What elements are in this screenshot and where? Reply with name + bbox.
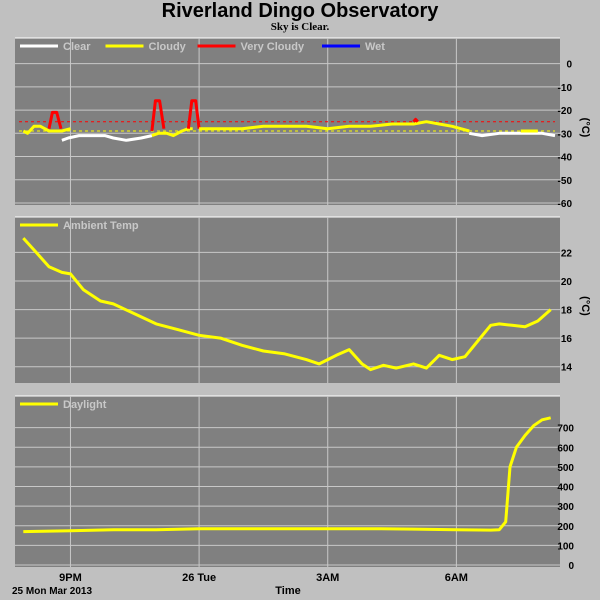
y-tick-label: 700 xyxy=(557,424,574,435)
x-axis-label: Time xyxy=(275,585,300,597)
y-tick-label: -30 xyxy=(558,129,573,140)
y-tick-label: 400 xyxy=(557,483,574,494)
series-line xyxy=(150,99,166,132)
y-tick-label: 18 xyxy=(561,306,573,317)
series-line xyxy=(23,416,552,534)
y-tick-label: -50 xyxy=(558,176,573,187)
y-tick-label: 500 xyxy=(557,463,574,474)
legend-label: Clear xyxy=(63,41,91,53)
y-tick-label: -40 xyxy=(558,153,573,164)
sky-status: Sky is Clear. xyxy=(270,21,330,33)
y-tick-label: 600 xyxy=(557,443,574,454)
y-tick-label: 0 xyxy=(566,60,572,71)
y-tick-label: 300 xyxy=(557,502,574,513)
series-line xyxy=(47,110,63,130)
y-tick-label: 14 xyxy=(561,363,573,374)
y-tick-label: 200 xyxy=(557,522,574,533)
series-line xyxy=(186,99,201,129)
y-tick-label: -20 xyxy=(558,106,573,117)
legend-label: Cloudy xyxy=(149,41,187,53)
y-tick-label: 100 xyxy=(557,541,574,552)
legend-label: Wet xyxy=(365,41,385,53)
y-tick-label: 0 xyxy=(568,561,574,572)
y-tick-label: 22 xyxy=(561,248,573,259)
y-axis-label: (°C) xyxy=(579,118,591,138)
x-tick-label: 3AM xyxy=(316,572,339,584)
series-line xyxy=(61,134,153,142)
x-tick-label: 6AM xyxy=(445,572,468,584)
y-axis-label: (°C) xyxy=(579,296,591,316)
legend-label: Daylight xyxy=(63,399,107,411)
legend-label: Ambient Temp xyxy=(63,220,139,232)
y-tick-label: -10 xyxy=(558,83,573,94)
chart-panel-daylight: 700 600 500 400 300 200 100 0 Daylight xyxy=(15,395,574,572)
x-tick-label: 9PM xyxy=(59,572,82,584)
chart-panel-ambient: 22 20 18 16 14 (°C) Ambient Temp xyxy=(15,216,591,383)
series-line xyxy=(22,237,552,372)
series-line xyxy=(468,131,556,138)
y-tick-label: -60 xyxy=(558,199,573,210)
footer-date: 25 Mon Mar 2013 xyxy=(12,586,92,597)
y-tick-label: 20 xyxy=(561,277,573,288)
panel-background xyxy=(15,396,560,567)
page-title: Riverland Dingo Observatory xyxy=(161,0,439,22)
legend-label: Very Cloudy xyxy=(241,41,305,53)
chart-panel-sky: 0 -10 -20 -30 -40 -50 -60 (°C) Clear Cloudy Very C… xyxy=(15,37,591,210)
series-line xyxy=(412,117,419,123)
series-line xyxy=(22,124,71,135)
series-line xyxy=(199,120,470,133)
x-tick-label: 26 Tue xyxy=(182,572,216,584)
y-tick-label: 16 xyxy=(561,334,573,345)
